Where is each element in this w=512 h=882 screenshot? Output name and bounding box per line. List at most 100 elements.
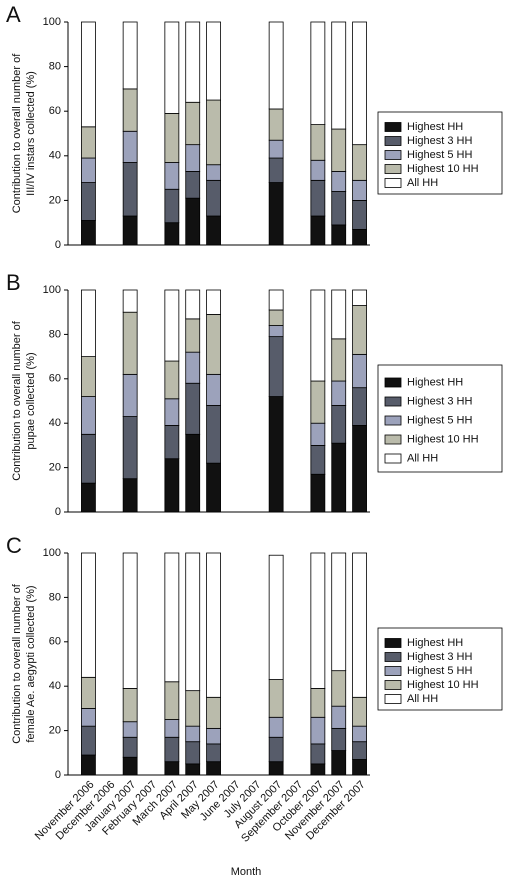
- bar-segment: [352, 353, 367, 389]
- bar-segment: [268, 182, 284, 246]
- legend-swatch: [384, 122, 402, 132]
- legend-label: Highest 5 HH: [407, 149, 472, 161]
- bar-segment: [310, 552, 326, 689]
- bar-segment: [185, 741, 201, 765]
- panel-label: C: [6, 533, 22, 558]
- bar-segment: [122, 88, 138, 132]
- bar-segment: [331, 338, 347, 382]
- bar-segment: [268, 679, 284, 718]
- legend-label: Highest 3 HH: [407, 395, 472, 407]
- bar-segment: [352, 199, 367, 230]
- bar-segment: [310, 716, 326, 745]
- bar-segment: [122, 373, 138, 417]
- legend-swatch: [384, 694, 402, 704]
- bar-segment: [185, 725, 201, 743]
- y-tick-label: 100: [43, 16, 61, 28]
- x-axis-label: Month: [231, 866, 262, 878]
- bar-segment: [122, 130, 138, 163]
- bar-segment: [310, 21, 326, 125]
- bar-segment: [185, 690, 201, 727]
- bar-segment: [122, 688, 138, 723]
- bar-segment: [164, 761, 180, 776]
- y-tick-label: 0: [55, 506, 61, 518]
- y-axis-label: Contribution to overall number of: [11, 53, 23, 214]
- bar-segment: [81, 482, 96, 513]
- bar-segment: [310, 444, 326, 475]
- bar-segment: [122, 311, 138, 375]
- bar-segment: [185, 289, 201, 320]
- bar-segment: [164, 222, 180, 246]
- bar-segment: [81, 396, 96, 435]
- bar-segment: [268, 716, 284, 738]
- bar-segment: [331, 191, 347, 226]
- y-tick-label: 60: [49, 636, 61, 648]
- bar-segment: [164, 113, 180, 163]
- bar-segment: [268, 21, 284, 110]
- bar-segment: [185, 552, 201, 692]
- y-tick-label: 20: [49, 462, 61, 474]
- bar-segment: [331, 289, 347, 340]
- y-tick-label: 80: [49, 61, 61, 73]
- bar-segment: [206, 552, 221, 698]
- legend-swatch: [384, 434, 402, 445]
- bar-segment: [206, 462, 221, 513]
- y-tick-label: 100: [43, 284, 61, 296]
- bar-segment: [310, 179, 326, 217]
- bar-segment: [164, 736, 180, 763]
- bar-segment: [122, 478, 138, 513]
- legend-swatch: [384, 666, 402, 676]
- bar-segment: [164, 552, 180, 683]
- bar-segment: [122, 552, 138, 689]
- bar-segment: [185, 101, 201, 146]
- bar-segment: [122, 416, 138, 480]
- bar-segment: [352, 179, 367, 201]
- legend-label: Highest 3 HH: [407, 651, 472, 663]
- bar-segment: [331, 442, 347, 513]
- bar-segment: [310, 688, 326, 718]
- bar-segment: [310, 380, 326, 424]
- bar-segment: [206, 727, 221, 745]
- legend-swatch: [384, 377, 402, 388]
- bar-segment: [122, 721, 138, 738]
- bar-segment: [81, 126, 96, 159]
- legend-swatch: [384, 652, 402, 662]
- bar-segment: [185, 433, 201, 513]
- bar-segment: [81, 754, 96, 776]
- y-axis-label: Contribution to overall number of: [11, 583, 23, 744]
- bar-segment: [331, 405, 347, 444]
- bar-segment: [352, 725, 367, 743]
- bar-segment: [331, 128, 347, 172]
- bar-segment: [206, 179, 221, 217]
- bar-segment: [164, 21, 180, 114]
- legend-label: Highest HH: [407, 121, 463, 133]
- bar-segment: [352, 759, 367, 776]
- bar-segment: [268, 396, 284, 513]
- y-axis-label: Contribution to overall number of: [11, 320, 23, 481]
- bar-segment: [352, 289, 367, 306]
- bar-segment: [268, 325, 284, 338]
- legend-label: Highest HH: [407, 637, 463, 649]
- y-axis-label: female Ae. aegypti collected (%): [25, 585, 37, 742]
- bar-segment: [81, 220, 96, 246]
- bar-segment: [352, 425, 367, 513]
- bar-segment: [81, 21, 96, 128]
- bar-segment: [122, 289, 138, 313]
- legend-swatch: [384, 638, 402, 648]
- bar-segment: [164, 289, 180, 362]
- bar-segment: [206, 405, 221, 464]
- legend-label: Highest 3 HH: [407, 135, 472, 147]
- legend-label: Highest 5 HH: [407, 414, 472, 426]
- bar-segment: [122, 215, 138, 246]
- legend-label: Highest 10 HH: [407, 163, 479, 175]
- bar-segment: [81, 676, 96, 709]
- legend-label: All HH: [407, 693, 438, 705]
- bar-segment: [164, 719, 180, 738]
- bar-segment: [268, 139, 284, 159]
- bar-segment: [164, 398, 180, 426]
- bar-segment: [268, 761, 284, 776]
- bar-segment: [268, 554, 284, 680]
- y-axis-label: pupae collected (%): [25, 352, 37, 449]
- bar-segment: [81, 356, 96, 397]
- legend-label: All HH: [407, 452, 438, 464]
- bar-segment: [206, 289, 221, 315]
